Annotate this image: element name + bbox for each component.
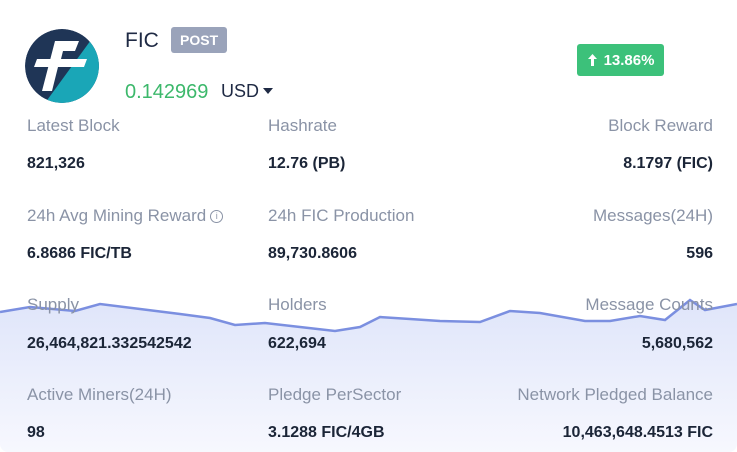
stat-label-message-counts: Message Counts: [585, 295, 713, 314]
stat-label-pledge-per-sector: Pledge PerSector: [268, 385, 402, 404]
price-sparkline: [0, 298, 737, 452]
caret-down-icon: [263, 87, 274, 94]
stat-label-active-miners: Active Miners(24H): [27, 385, 172, 404]
price-value: 0.142969: [125, 81, 209, 103]
sparkline-area: [0, 300, 737, 452]
post-badge: POST: [171, 27, 228, 53]
stat-label-avg-mining-reward: 24h Avg Mining Reward i: [27, 206, 224, 226]
stat-value-fic-production: 89,730.8606: [268, 245, 357, 262]
stat-value-block-reward: 8.1797 (FIC): [623, 155, 713, 172]
currency-label: USD: [221, 81, 260, 101]
stat-label-block-reward: Block Reward: [608, 116, 713, 135]
stat-label-avg-mining-reward-text: 24h Avg Mining Reward: [27, 206, 207, 225]
stat-value-messages-24h: 596: [686, 245, 713, 262]
filecoin-logo: [25, 29, 99, 103]
change-badge: 13.86%: [577, 44, 664, 76]
arrow-up-icon: [587, 54, 597, 66]
info-icon[interactable]: i: [210, 210, 224, 223]
stat-value-latest-block: 821,326: [27, 155, 85, 172]
stat-label-hashrate: Hashrate: [268, 116, 337, 135]
stat-value-message-counts: 5,680,562: [641, 335, 713, 352]
stat-label-fic-production: 24h FIC Production: [268, 206, 415, 225]
stat-label-network-pledged-balance: Network Pledged Balance: [517, 385, 713, 404]
stat-value-avg-mining-reward: 6.8686 FIC/TB: [27, 245, 132, 262]
stat-value-active-miners: 98: [27, 424, 45, 441]
stat-label-supply: Supply: [27, 295, 79, 314]
stat-value-network-pledged-balance: 10,463,648.4513 FIC: [562, 424, 713, 441]
coin-name: FIC: [125, 29, 159, 52]
stat-label-latest-block: Latest Block: [27, 116, 120, 135]
stat-value-holders: 622,694: [268, 335, 326, 352]
sparkline-line: [0, 298, 737, 333]
stat-value-supply: 26,464,821.332542542: [27, 335, 192, 352]
change-value: 13.86%: [603, 51, 655, 69]
stat-value-pledge-per-sector: 3.1288 FIC/4GB: [268, 424, 385, 441]
currency-select[interactable]: USD: [221, 81, 274, 102]
stat-label-holders: Holders: [268, 295, 327, 314]
stat-label-messages-24h: Messages(24H): [593, 206, 713, 225]
stat-value-hashrate: 12.76 (PB): [268, 155, 346, 172]
